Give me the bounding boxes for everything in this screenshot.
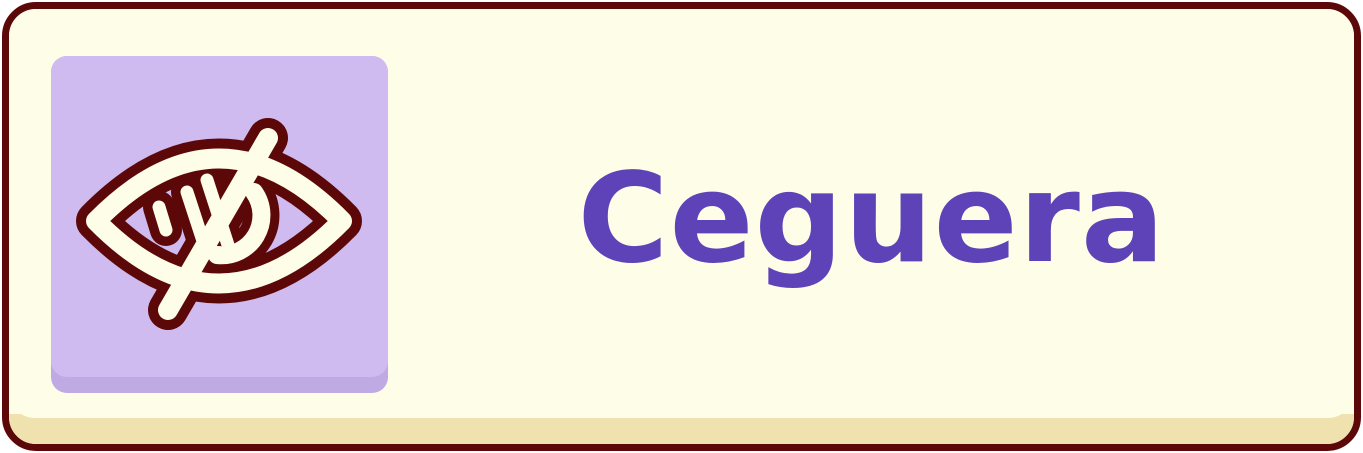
icon-tile [51,56,388,393]
card-title: Ceguera [577,147,1166,291]
card-bottom-edge [9,414,1354,444]
eye-slash-icon [76,118,362,330]
